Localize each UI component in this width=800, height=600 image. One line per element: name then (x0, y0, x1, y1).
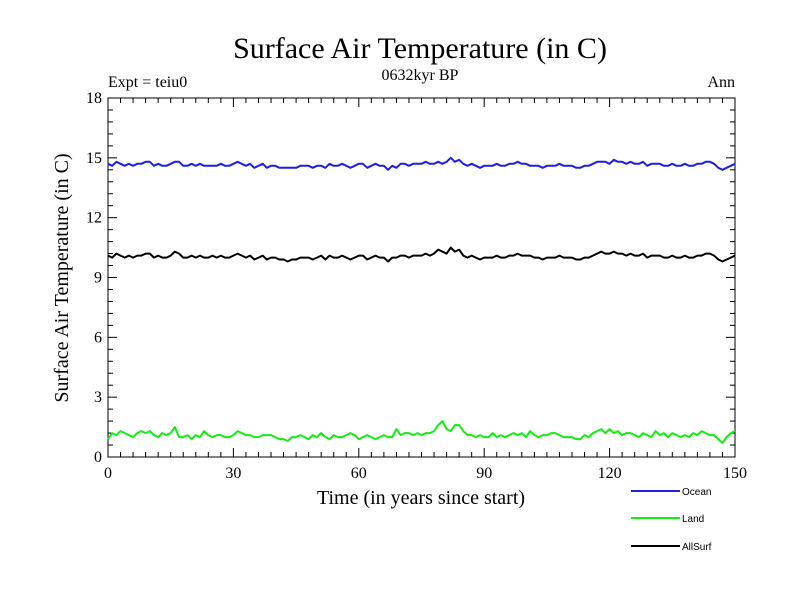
series-line-allsurf (107, 246, 736, 263)
x-tick-label: 120 (598, 465, 622, 482)
x-tick-label: 0 (104, 465, 112, 482)
chart-subtitle: 0632kyr BP (382, 67, 459, 84)
plot-frame (107, 97, 736, 458)
plot-area: 0 30 60 90 120 150 0 3 6 9 12 15 18 (86, 90, 747, 482)
axis-ticks (107, 97, 736, 458)
axis-tick-labels: 0 30 60 90 120 150 0 3 6 9 12 15 18 (86, 90, 747, 482)
series-line-land (107, 420, 736, 444)
x-axis-label: Time (in years since start) (317, 487, 525, 509)
y-tick-label: 6 (94, 329, 102, 346)
x-tick-label: 60 (351, 465, 367, 482)
x-tick-label: 150 (723, 465, 747, 482)
experiment-label: Expt = teiu0 (108, 74, 187, 91)
y-tick-label: 0 (94, 449, 102, 466)
y-tick-label: 15 (86, 150, 102, 167)
y-tick-label: 18 (86, 90, 102, 107)
series-lines (107, 156, 736, 444)
legend-label-ocean: Ocean (682, 487, 711, 498)
legend: Ocean Land AllSurf (631, 487, 712, 553)
y-tick-label: 3 (94, 389, 102, 406)
series-line-ocean (107, 156, 736, 171)
legend-label-allsurf: AllSurf (682, 542, 712, 553)
x-tick-label: 90 (476, 465, 492, 482)
y-tick-label: 9 (94, 270, 102, 287)
legend-label-land: Land (682, 514, 704, 525)
y-tick-label: 12 (86, 210, 102, 227)
x-tick-label: 30 (225, 465, 241, 482)
season-label: Ann (707, 74, 735, 91)
chart-title: Surface Air Temperature (in C) (233, 32, 607, 65)
y-axis-label: Surface Air Temperature (in C) (51, 153, 73, 402)
